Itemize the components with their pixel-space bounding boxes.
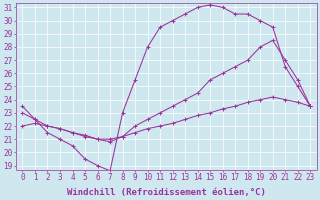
X-axis label: Windchill (Refroidissement éolien,°C): Windchill (Refroidissement éolien,°C) (67, 188, 266, 197)
